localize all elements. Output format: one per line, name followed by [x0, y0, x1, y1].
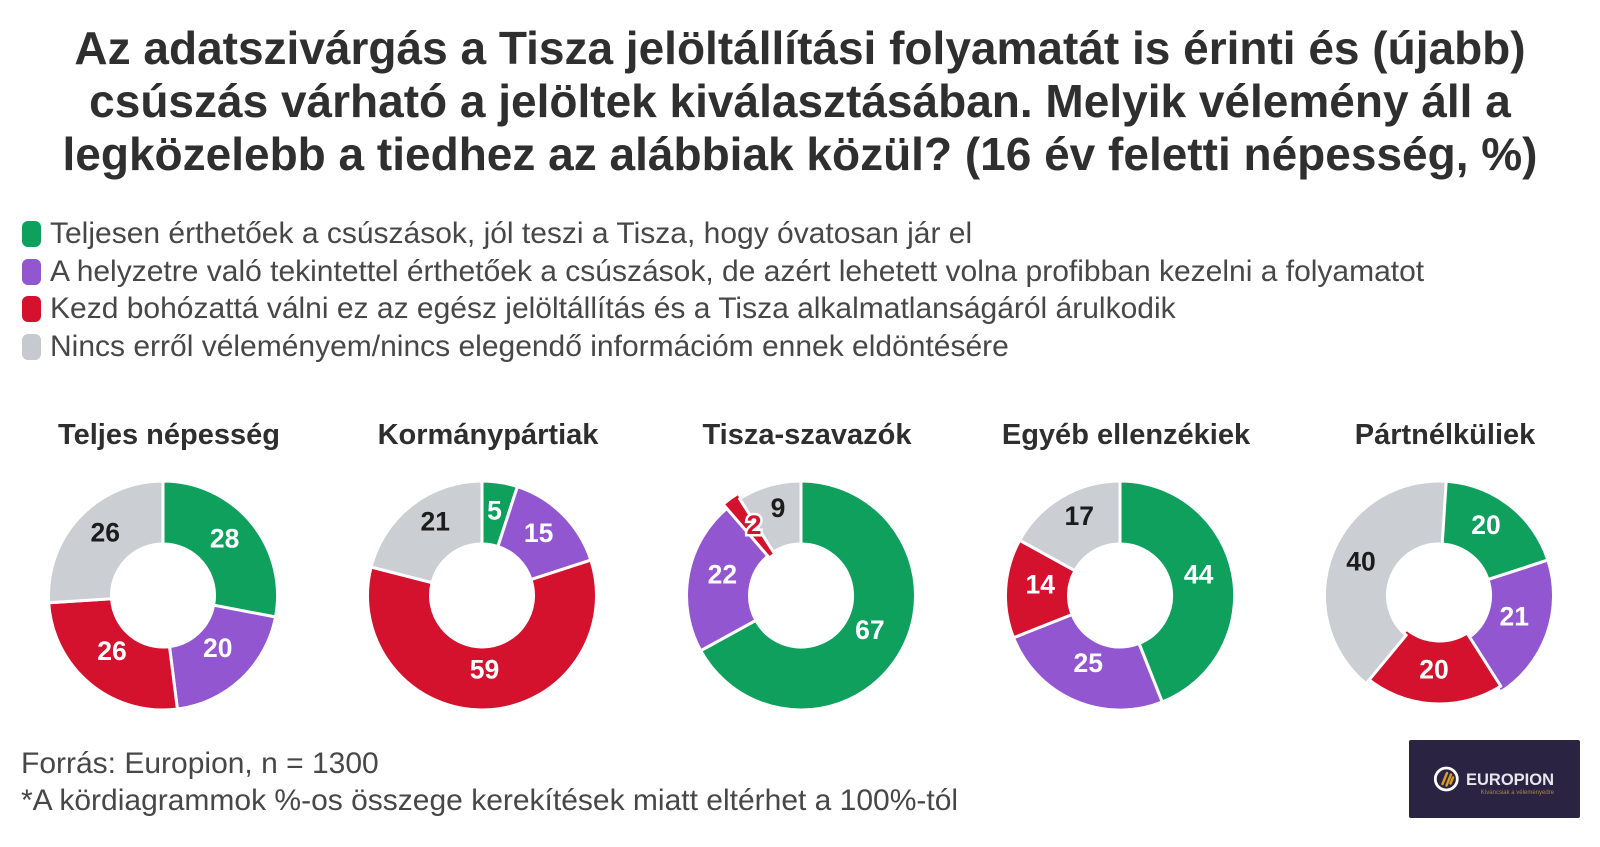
svg-text:17: 17 [1064, 501, 1093, 531]
svg-text:15: 15 [524, 518, 553, 548]
svg-text:21: 21 [421, 507, 450, 537]
svg-text:Kíváncsiak a véleményedre: Kíváncsiak a véleményedre [1481, 790, 1555, 796]
svg-text:28: 28 [210, 524, 239, 554]
svg-text:25: 25 [1073, 648, 1102, 678]
svg-text:44: 44 [1184, 560, 1214, 590]
svg-text:20: 20 [203, 633, 232, 663]
svg-text:2: 2 [746, 510, 761, 540]
svg-text:22: 22 [708, 560, 737, 590]
svg-text:40: 40 [1346, 546, 1375, 576]
svg-text:5: 5 [487, 496, 502, 526]
svg-text:67: 67 [855, 615, 884, 645]
svg-text:20: 20 [1471, 510, 1500, 540]
svg-text:EUROPION: EUROPION [1466, 771, 1554, 789]
svg-text:26: 26 [97, 636, 126, 666]
svg-text:26: 26 [91, 518, 120, 548]
svg-text:14: 14 [1025, 570, 1055, 600]
svg-text:9: 9 [771, 493, 786, 523]
svg-text:21: 21 [1500, 602, 1529, 632]
svg-text:59: 59 [470, 655, 499, 685]
svg-text:20: 20 [1419, 654, 1448, 684]
